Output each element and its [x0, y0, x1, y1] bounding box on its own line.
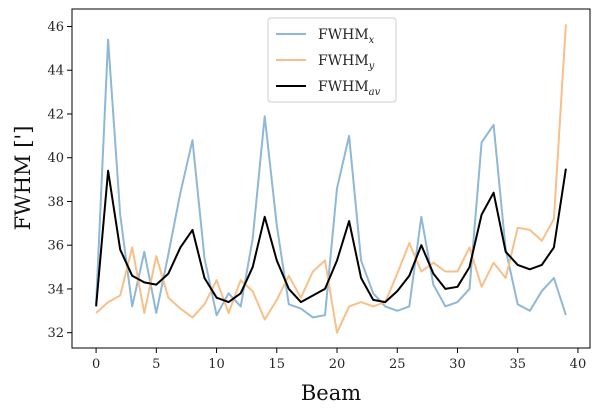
- y-axis-label: FWHM [']: [11, 126, 35, 231]
- x-tick-label: 20: [329, 357, 346, 372]
- legend: FWHMx FWHMy FWHMav: [267, 17, 397, 103]
- legend-label-fwhm-av: FWHMav: [318, 79, 381, 98]
- y-tick-label: 42: [47, 107, 64, 122]
- series-line-fwhm-y: [95, 24, 567, 334]
- x-axis-label: Beam: [301, 381, 361, 405]
- legend-label-fwhm-x: FWHMx: [318, 27, 375, 46]
- x-tick-label: 15: [269, 357, 286, 372]
- x-tick-label: 0: [92, 357, 100, 372]
- x-tick-label: 10: [208, 357, 225, 372]
- x-tick-label: 25: [389, 357, 406, 372]
- y-tick-label: 44: [47, 64, 64, 79]
- y-tick-label: 40: [47, 151, 64, 166]
- x-tick-label: 30: [449, 357, 466, 372]
- x-tick-label: 40: [570, 357, 587, 372]
- x-tick-label: 35: [509, 357, 526, 372]
- series-line-fwhm-av: [95, 168, 567, 307]
- legend-box: [267, 17, 397, 103]
- plot-frame: [71, 8, 591, 349]
- series-line-fwhm-x: [95, 38, 567, 319]
- y-tick-label: 46: [47, 20, 64, 35]
- y-tick-label: 38: [47, 195, 64, 210]
- legend-label-fwhm-y: FWHMy: [318, 53, 375, 72]
- y-tick-label: 36: [47, 239, 64, 254]
- series-layer: [95, 24, 567, 334]
- y-tick-label: 32: [47, 326, 64, 341]
- y-axis: 32 34 36 38 40 42 44 46: [47, 20, 72, 341]
- y-tick-label: 34: [47, 282, 64, 297]
- x-axis: 0 5 10 15 20 25 30 35 40: [92, 348, 586, 372]
- x-tick-label: 5: [152, 357, 160, 372]
